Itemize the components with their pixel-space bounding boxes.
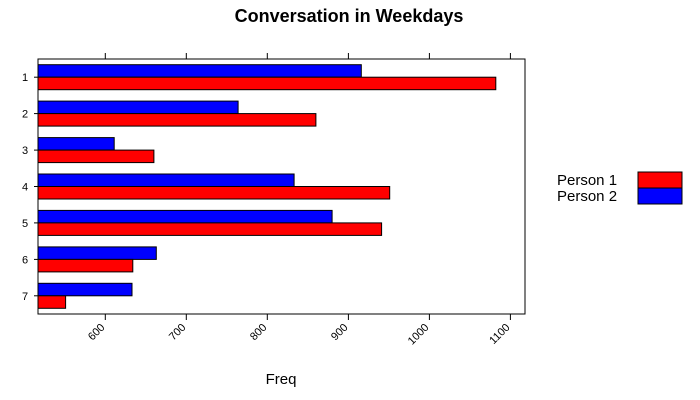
bar: [37, 113, 317, 127]
bar: [37, 209, 333, 224]
x-axis-label: Freq: [266, 371, 297, 388]
bar: [37, 282, 133, 297]
x-tick-label: 700: [167, 322, 188, 343]
chart-title: Conversation in Weekdays: [235, 6, 464, 26]
y-axis: 1 2 3 4 5 6 7: [22, 72, 38, 303]
y-tick-label: 5: [22, 218, 28, 230]
bar: [37, 137, 115, 151]
x-tick-label: 600: [86, 322, 107, 343]
x-tick-label: 800: [248, 322, 269, 343]
bar: [37, 246, 157, 260]
bar: [37, 258, 134, 273]
bar: [37, 186, 391, 200]
y-tick-label: 3: [22, 145, 28, 157]
bars-layer: [37, 64, 497, 309]
bar: [37, 222, 383, 236]
legend-label: Person 1: [557, 172, 617, 189]
y-tick-label: 4: [22, 182, 28, 194]
y-tick-label: 2: [22, 109, 28, 121]
x-axis: 600 700 800 900 1000 1100: [86, 53, 513, 347]
x-tick-label: 900: [329, 322, 350, 343]
y-tick-label: 1: [22, 72, 28, 84]
y-tick-label: 7: [22, 291, 28, 303]
legend-swatch: [637, 187, 683, 205]
bar: [37, 149, 155, 164]
bar: [37, 295, 67, 309]
x-tick-label: 1000: [406, 322, 432, 348]
legend-label: Person 2: [557, 188, 617, 205]
bar: [37, 100, 239, 115]
bar: [37, 173, 295, 187]
bar: [37, 64, 362, 78]
legend-swatch: [637, 171, 683, 189]
y-tick-label: 6: [22, 254, 28, 266]
bar: [37, 76, 497, 91]
x-tick-label: 1100: [487, 322, 512, 347]
